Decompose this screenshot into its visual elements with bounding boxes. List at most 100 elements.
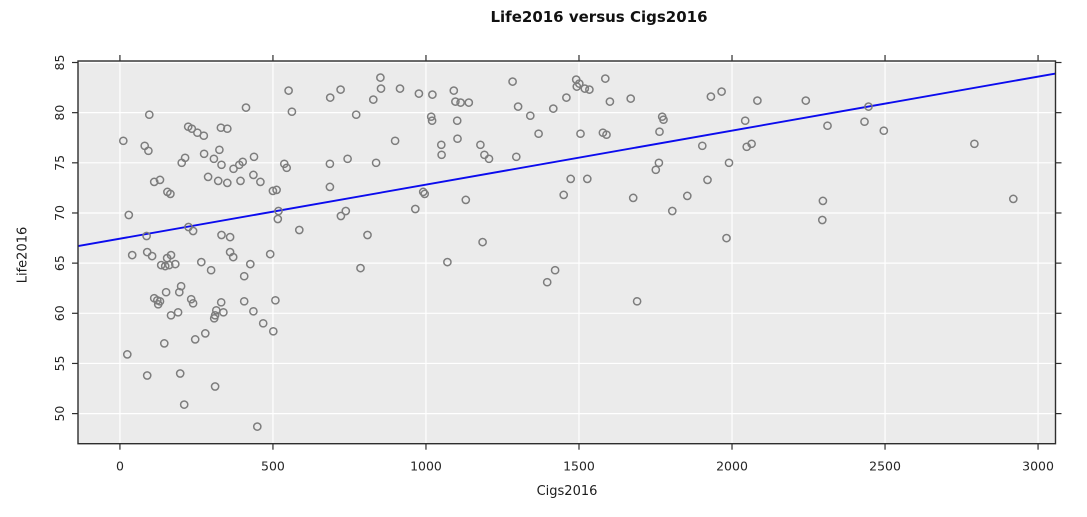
data-point (418, 187, 428, 197)
x-tick-label: 500 (261, 459, 285, 474)
panel-border (77, 60, 1057, 445)
data-point (478, 237, 487, 247)
data-point (476, 140, 485, 150)
data-point (209, 313, 219, 323)
data-point (550, 265, 560, 275)
regression-line (77, 72, 1056, 248)
data-point (651, 165, 661, 175)
data-point (219, 307, 228, 317)
data-point (395, 84, 405, 93)
data-point (118, 136, 128, 146)
data-point (879, 126, 889, 136)
y-tick-label: 75 (52, 155, 67, 171)
data-point (605, 97, 615, 106)
data-point (376, 84, 386, 93)
data-point (236, 176, 245, 186)
data-point (626, 94, 636, 103)
data-point (484, 154, 494, 164)
data-point (451, 97, 460, 106)
data-point (363, 230, 372, 240)
data-point (190, 335, 200, 344)
data-point (443, 257, 452, 267)
data-point (428, 90, 437, 99)
y-axis-label: Life2016 (15, 226, 31, 284)
data-point (258, 318, 268, 328)
data-point (209, 154, 219, 164)
data-point (864, 102, 873, 111)
data-point (449, 86, 459, 95)
x-axis-label: Cigs2016 (536, 484, 598, 499)
y-tick-label: 60 (52, 305, 67, 321)
x-tick-label: 2000 (716, 459, 748, 474)
x-tick-label: 3000 (1022, 459, 1054, 474)
data-point (437, 150, 446, 160)
data-point (166, 310, 176, 320)
data-point (249, 170, 258, 180)
data-point (176, 281, 186, 291)
data-point (156, 260, 166, 270)
data-point (341, 206, 351, 216)
data-point (210, 382, 220, 391)
data-point (122, 350, 132, 359)
data-point (173, 307, 183, 317)
data-point (325, 182, 335, 192)
data-point (336, 211, 346, 221)
data-point (222, 124, 232, 134)
data-point (534, 129, 543, 139)
data-point (241, 103, 251, 112)
data-point (142, 371, 152, 380)
data-point (740, 116, 750, 126)
data-point (513, 102, 523, 111)
data-point (659, 115, 668, 125)
data-point (174, 287, 184, 297)
data-point (585, 85, 594, 94)
data-point (724, 158, 734, 168)
data-point (245, 259, 255, 269)
data-point (576, 129, 585, 139)
data-point (203, 172, 213, 182)
data-point (228, 252, 238, 262)
y-tick-label: 65 (52, 255, 67, 271)
data-point (294, 225, 304, 235)
data-point (414, 89, 424, 98)
data-point (511, 152, 521, 162)
data-point (200, 329, 210, 338)
y-tick-label: 55 (52, 355, 67, 371)
data-point (525, 111, 535, 121)
data-point (252, 422, 262, 431)
data-point (717, 87, 726, 96)
data-point (153, 299, 163, 309)
data-point (572, 82, 582, 91)
data-point (376, 73, 385, 82)
y-tick-label: 80 (52, 105, 67, 121)
data-point (390, 136, 400, 146)
y-tick-label: 85 (52, 55, 67, 71)
data-point (127, 250, 137, 260)
data-point (860, 117, 869, 127)
data-point (602, 130, 611, 140)
data-point (632, 296, 642, 306)
data-point (420, 189, 430, 199)
data-point (268, 186, 278, 196)
data-point (216, 297, 226, 307)
data-point (747, 139, 756, 149)
data-point (160, 261, 170, 271)
data-point (343, 154, 352, 164)
data-point (436, 140, 446, 150)
data-point (706, 92, 716, 101)
data-point (325, 93, 335, 102)
data-point (566, 174, 576, 184)
data-point (215, 145, 224, 155)
data-point (456, 98, 465, 107)
chart-title: Life2016 versus Cigs2016 (490, 8, 708, 26)
x-tick-label: 1000 (410, 459, 442, 474)
data-point (461, 195, 471, 205)
data-point (703, 175, 712, 185)
data-point (188, 298, 198, 308)
data-point (199, 131, 209, 141)
data-point (188, 226, 198, 236)
y-tick-label: 70 (52, 205, 67, 221)
data-point (1008, 194, 1018, 204)
data-point (166, 250, 176, 260)
data-point (170, 259, 180, 269)
